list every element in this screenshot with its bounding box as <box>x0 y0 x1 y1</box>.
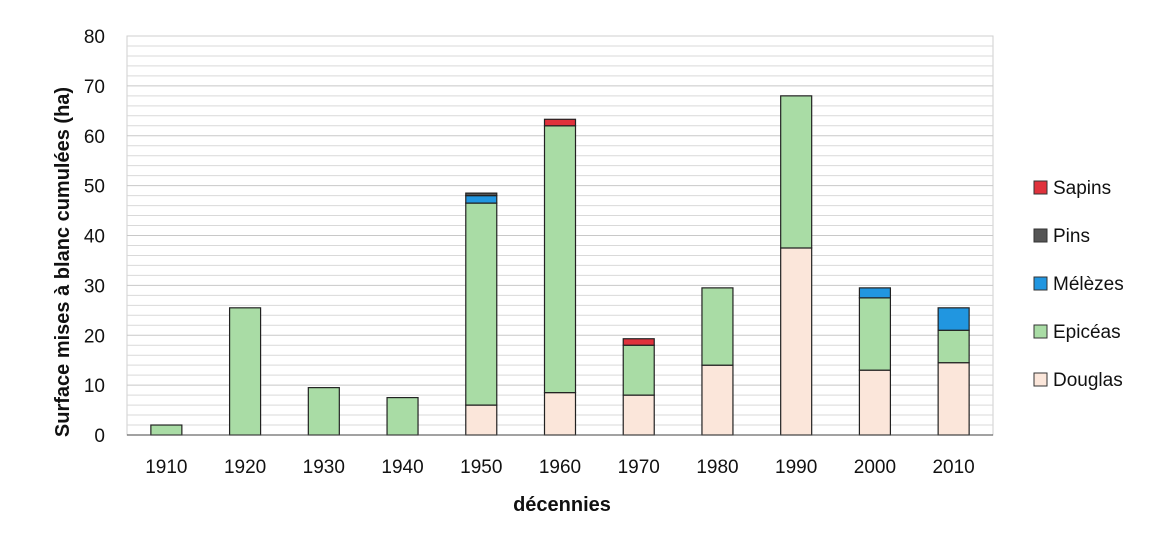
y-tick-label: 80 <box>84 27 105 48</box>
bar-sapins-1970 <box>622 338 655 346</box>
bar-douglas-1970 <box>622 394 655 436</box>
y-tick-label: 30 <box>84 276 105 297</box>
legend-swatch-mélèzes <box>1033 276 1048 291</box>
bar-douglas-1960 <box>543 392 577 436</box>
bar-epicéas-1920 <box>228 307 262 436</box>
bar-douglas-2000 <box>858 369 892 436</box>
legend-swatch-sapins <box>1033 180 1048 195</box>
axis-layer: 0 10 20 30 40 50 60 70 80 1910 1920 1930 1940 1950 196… <box>84 27 993 478</box>
y-tick-label: 60 <box>84 127 105 148</box>
bar-epicéas-1960 <box>543 125 577 394</box>
x-tick-label: 1930 <box>303 457 345 478</box>
legend-label-mélèzes: Mélèzes <box>1053 274 1124 295</box>
x-tick-label: 1990 <box>775 457 817 478</box>
x-tick-label: 1910 <box>145 457 187 478</box>
bar-douglas-1990 <box>780 247 813 436</box>
x-tick-label: 1940 <box>381 457 423 478</box>
bar-pins-1950 <box>465 192 498 197</box>
bar-mélèzes-1950 <box>465 195 498 204</box>
y-tick-label: 40 <box>84 227 105 248</box>
bar-epicéas-2010 <box>937 329 970 364</box>
legend-swatch-epicéas <box>1033 324 1048 339</box>
bar-epicéas-1980 <box>701 287 734 366</box>
y-tick-label: 70 <box>84 77 105 98</box>
bar-douglas-2010 <box>937 362 970 436</box>
bar-epicéas-2000 <box>858 297 892 371</box>
y-tick-label: 50 <box>84 177 105 198</box>
bar-douglas-1950 <box>465 404 498 436</box>
x-tick-label: 1970 <box>618 457 660 478</box>
legend-label-douglas: Douglas <box>1053 370 1123 391</box>
x-tick-label: 1920 <box>224 457 266 478</box>
y-tick-label: 0 <box>94 426 105 447</box>
x-tick-label: 1980 <box>696 457 738 478</box>
y-tick-label: 10 <box>84 376 105 397</box>
x-tick-label: 2000 <box>854 457 896 478</box>
bar-epicéas-1970 <box>622 344 655 396</box>
bar-epicéas-1950 <box>465 202 498 406</box>
bar-sapins-1960 <box>543 118 577 127</box>
legend-swatch-douglas <box>1033 372 1048 387</box>
bar-mélèzes-2000 <box>858 287 892 299</box>
bar-epicéas-1930 <box>307 387 340 436</box>
legend-swatch-pins <box>1033 228 1048 243</box>
legend-label-sapins: Sapins <box>1053 178 1111 199</box>
x-axis-title: décennies <box>513 494 611 516</box>
bar-douglas-1980 <box>701 364 734 436</box>
legend-label-epicéas: Epicéas <box>1053 322 1121 343</box>
bar-epicéas-1940 <box>386 396 419 436</box>
x-tick-label: 1960 <box>539 457 581 478</box>
y-tick-label: 20 <box>84 326 105 347</box>
y-axis-title: Surface mises à blanc cumulées (ha) <box>52 87 74 437</box>
legend-label-pins: Pins <box>1053 226 1090 247</box>
bar-epicéas-1910 <box>150 424 183 436</box>
bars-layer <box>150 95 970 436</box>
bar-mélèzes-2010 <box>937 307 970 331</box>
x-tick-label: 2010 <box>932 457 974 478</box>
x-tick-label: 1950 <box>460 457 502 478</box>
bar-epicéas-1990 <box>780 95 813 249</box>
legend: Sapins Pins Mélèzes Epicéas Douglas <box>1033 178 1124 391</box>
